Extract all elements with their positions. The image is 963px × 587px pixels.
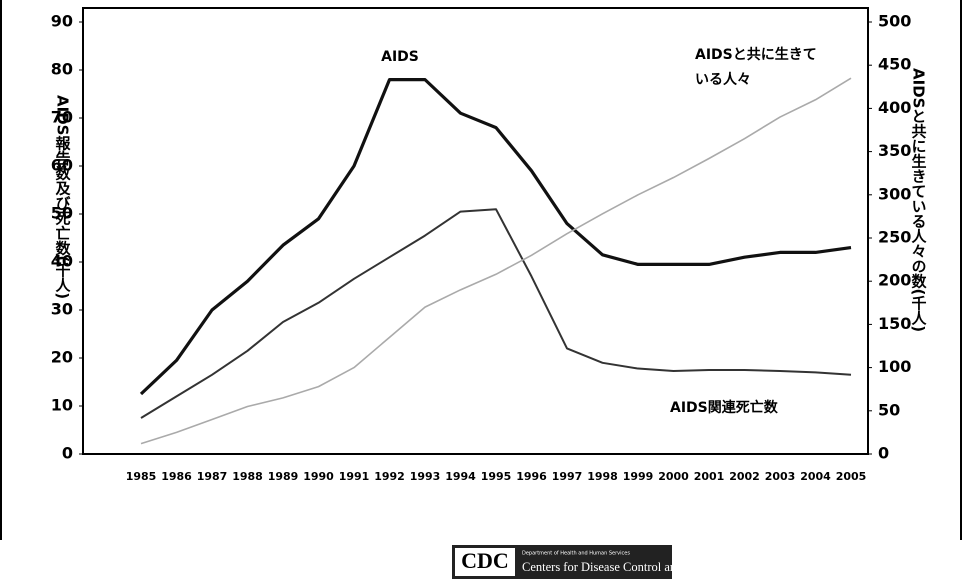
x-tick-label: 1998 [587, 470, 618, 483]
y2-tick-label: 450 [878, 55, 911, 74]
y-tick-label: 0 [62, 444, 73, 463]
y-tick-label: 60 [51, 156, 73, 175]
logo-box [455, 548, 515, 576]
agency: Centers for Disease Control and Preventi… [522, 560, 740, 574]
series-line [140, 77, 852, 445]
x-tick-label: 2001 [694, 470, 725, 483]
x-tick-label: 2004 [800, 470, 831, 483]
y-tick-label: 90 [51, 12, 73, 31]
x-tick-label: 1988 [232, 470, 263, 483]
series-label: AIDSと共に生きて [695, 46, 817, 63]
y-axis-label: AIDS報告数及び死亡数(千人) [54, 95, 72, 299]
y-tick-label: 70 [51, 108, 73, 127]
y2-tick-label: 50 [878, 400, 900, 419]
y2-tick-label: 250 [878, 228, 911, 247]
y2-tick-label: 150 [878, 314, 911, 333]
y-tick-label: 50 [51, 204, 73, 223]
x-tick-label: 1985 [126, 470, 157, 483]
y2-tick-label: 400 [878, 98, 911, 117]
x-tick-label: 1995 [481, 470, 512, 483]
plot-frame [82, 7, 869, 455]
y2-tick-label: 350 [878, 141, 911, 160]
x-tick-label: 1996 [516, 470, 547, 483]
x-tick-label: 2002 [729, 470, 760, 483]
y-tick-label: 10 [51, 396, 73, 415]
x-tick-label: 1991 [339, 470, 370, 483]
series-label: いる人々 [695, 71, 751, 88]
y2-tick-label: 500 [878, 12, 911, 31]
logo-text: CDC [461, 548, 509, 573]
y2-tick-label: 100 [878, 357, 911, 376]
y2-tick-label: 0 [878, 444, 889, 463]
department: Department of Health and Human Services [522, 551, 630, 557]
x-tick-label: 1994 [445, 470, 476, 483]
x-tick-label: 1990 [303, 470, 334, 483]
series-line [139, 78, 852, 396]
y2-axis-label: AIDSと共に生きている人々の数(千人) [910, 68, 928, 332]
x-tick-label: 1989 [268, 470, 299, 483]
y2-tick-label: 300 [878, 184, 911, 203]
series-label: AIDS関連死亡数 [670, 399, 779, 416]
y2-tick-label: 200 [878, 271, 911, 290]
series-label: AIDS [381, 49, 419, 65]
y-tick-label: 20 [51, 348, 73, 367]
y-tick-label: 40 [51, 252, 73, 271]
y-axis-label-group: AIDS報告数及び死亡数(千人) AIDSと共に生きている人々の数(千人) [54, 68, 928, 332]
x-tick-label: 1997 [552, 470, 583, 483]
y-tick-label: 30 [51, 300, 73, 319]
cdc-logo: CDC Department of Health and Human Servi… [452, 545, 740, 579]
x-tick-label: 2003 [765, 470, 796, 483]
x-tick-label: 1987 [197, 470, 228, 483]
series-line [140, 208, 852, 419]
x-tick-label: 2005 [836, 470, 867, 483]
x-tick-label: 1999 [623, 470, 654, 483]
y-tick-label: 80 [51, 60, 73, 79]
x-tick-label: 1992 [374, 470, 405, 483]
x-tick-label: 2000 [658, 470, 689, 483]
x-tick-label: 1993 [410, 470, 441, 483]
x-tick-label: 1986 [161, 470, 192, 483]
